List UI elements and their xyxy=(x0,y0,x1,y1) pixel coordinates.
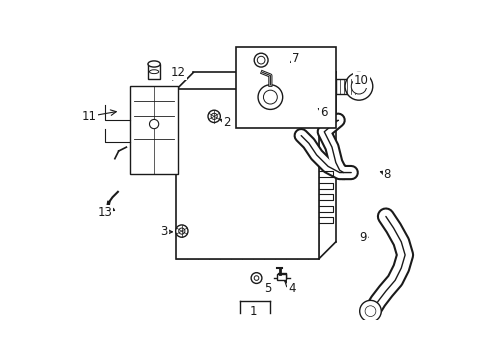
Circle shape xyxy=(251,273,262,283)
Circle shape xyxy=(351,78,367,94)
Circle shape xyxy=(365,306,376,316)
Text: 8: 8 xyxy=(384,168,391,181)
Circle shape xyxy=(211,113,217,120)
Bar xyxy=(336,78,359,94)
Circle shape xyxy=(208,110,220,122)
Text: 5: 5 xyxy=(265,282,272,294)
Bar xyxy=(130,86,178,174)
Circle shape xyxy=(264,90,277,104)
Circle shape xyxy=(360,300,381,322)
Circle shape xyxy=(176,225,188,237)
Bar xyxy=(176,89,319,259)
Text: 10: 10 xyxy=(354,74,368,87)
Circle shape xyxy=(258,85,283,109)
Ellipse shape xyxy=(148,61,160,67)
Circle shape xyxy=(257,56,265,64)
Ellipse shape xyxy=(149,70,159,73)
Circle shape xyxy=(254,276,259,280)
Circle shape xyxy=(345,72,373,100)
Text: 12: 12 xyxy=(171,66,186,79)
Text: 4: 4 xyxy=(288,282,295,294)
Circle shape xyxy=(254,53,268,67)
Text: 7: 7 xyxy=(292,52,299,65)
Circle shape xyxy=(179,228,185,234)
Circle shape xyxy=(149,120,159,129)
Text: 1: 1 xyxy=(250,305,257,318)
Bar xyxy=(276,274,286,280)
Text: 2: 2 xyxy=(223,116,231,129)
Text: 11: 11 xyxy=(82,110,97,123)
Text: 3: 3 xyxy=(160,225,168,238)
Bar xyxy=(148,64,160,80)
Bar xyxy=(236,47,336,128)
Text: 6: 6 xyxy=(320,106,328,119)
Text: 13: 13 xyxy=(98,206,112,219)
Text: 9: 9 xyxy=(359,231,367,244)
